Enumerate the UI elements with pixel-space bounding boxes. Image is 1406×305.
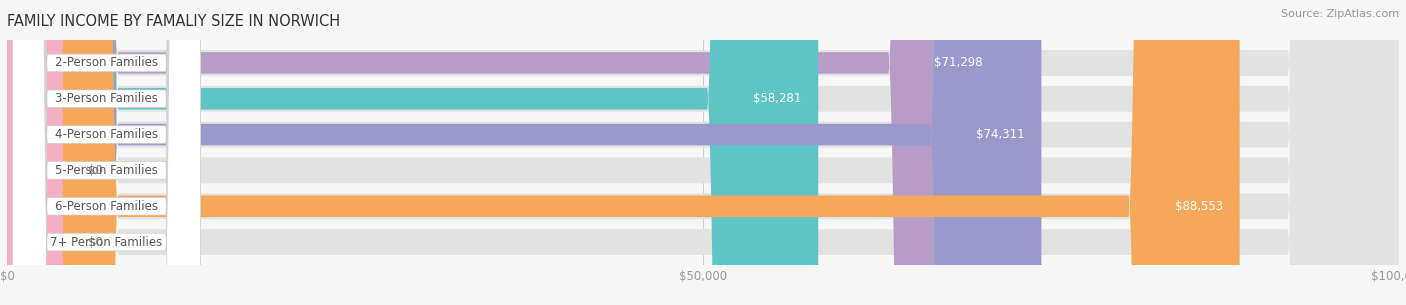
FancyBboxPatch shape <box>7 0 818 305</box>
FancyBboxPatch shape <box>7 0 1399 305</box>
Text: 2-Person Families: 2-Person Families <box>55 56 157 70</box>
FancyBboxPatch shape <box>7 0 1399 305</box>
Text: FAMILY INCOME BY FAMALIY SIZE IN NORWICH: FAMILY INCOME BY FAMALIY SIZE IN NORWICH <box>7 14 340 29</box>
FancyBboxPatch shape <box>7 0 1042 305</box>
FancyBboxPatch shape <box>13 0 201 305</box>
Text: $58,281: $58,281 <box>754 92 801 105</box>
FancyBboxPatch shape <box>13 0 201 305</box>
Text: $74,311: $74,311 <box>976 128 1025 141</box>
Text: 7+ Person Families: 7+ Person Families <box>51 235 163 249</box>
Text: $88,553: $88,553 <box>1175 200 1223 213</box>
FancyBboxPatch shape <box>7 0 1399 305</box>
Text: 4-Person Families: 4-Person Families <box>55 128 157 141</box>
Text: 6-Person Families: 6-Person Families <box>55 200 157 213</box>
FancyBboxPatch shape <box>7 0 1240 305</box>
FancyBboxPatch shape <box>13 0 201 305</box>
Text: 3-Person Families: 3-Person Families <box>55 92 157 105</box>
FancyBboxPatch shape <box>13 0 201 305</box>
FancyBboxPatch shape <box>13 0 201 305</box>
FancyBboxPatch shape <box>13 0 201 305</box>
Text: $71,298: $71,298 <box>934 56 983 70</box>
FancyBboxPatch shape <box>7 0 1399 305</box>
FancyBboxPatch shape <box>7 0 1399 305</box>
FancyBboxPatch shape <box>7 0 1399 305</box>
Text: 5-Person Families: 5-Person Families <box>55 164 157 177</box>
FancyBboxPatch shape <box>7 0 1000 305</box>
FancyBboxPatch shape <box>7 0 63 305</box>
Text: Source: ZipAtlas.com: Source: ZipAtlas.com <box>1281 9 1399 19</box>
Text: $0: $0 <box>87 164 103 177</box>
FancyBboxPatch shape <box>7 0 63 305</box>
Text: $0: $0 <box>87 235 103 249</box>
